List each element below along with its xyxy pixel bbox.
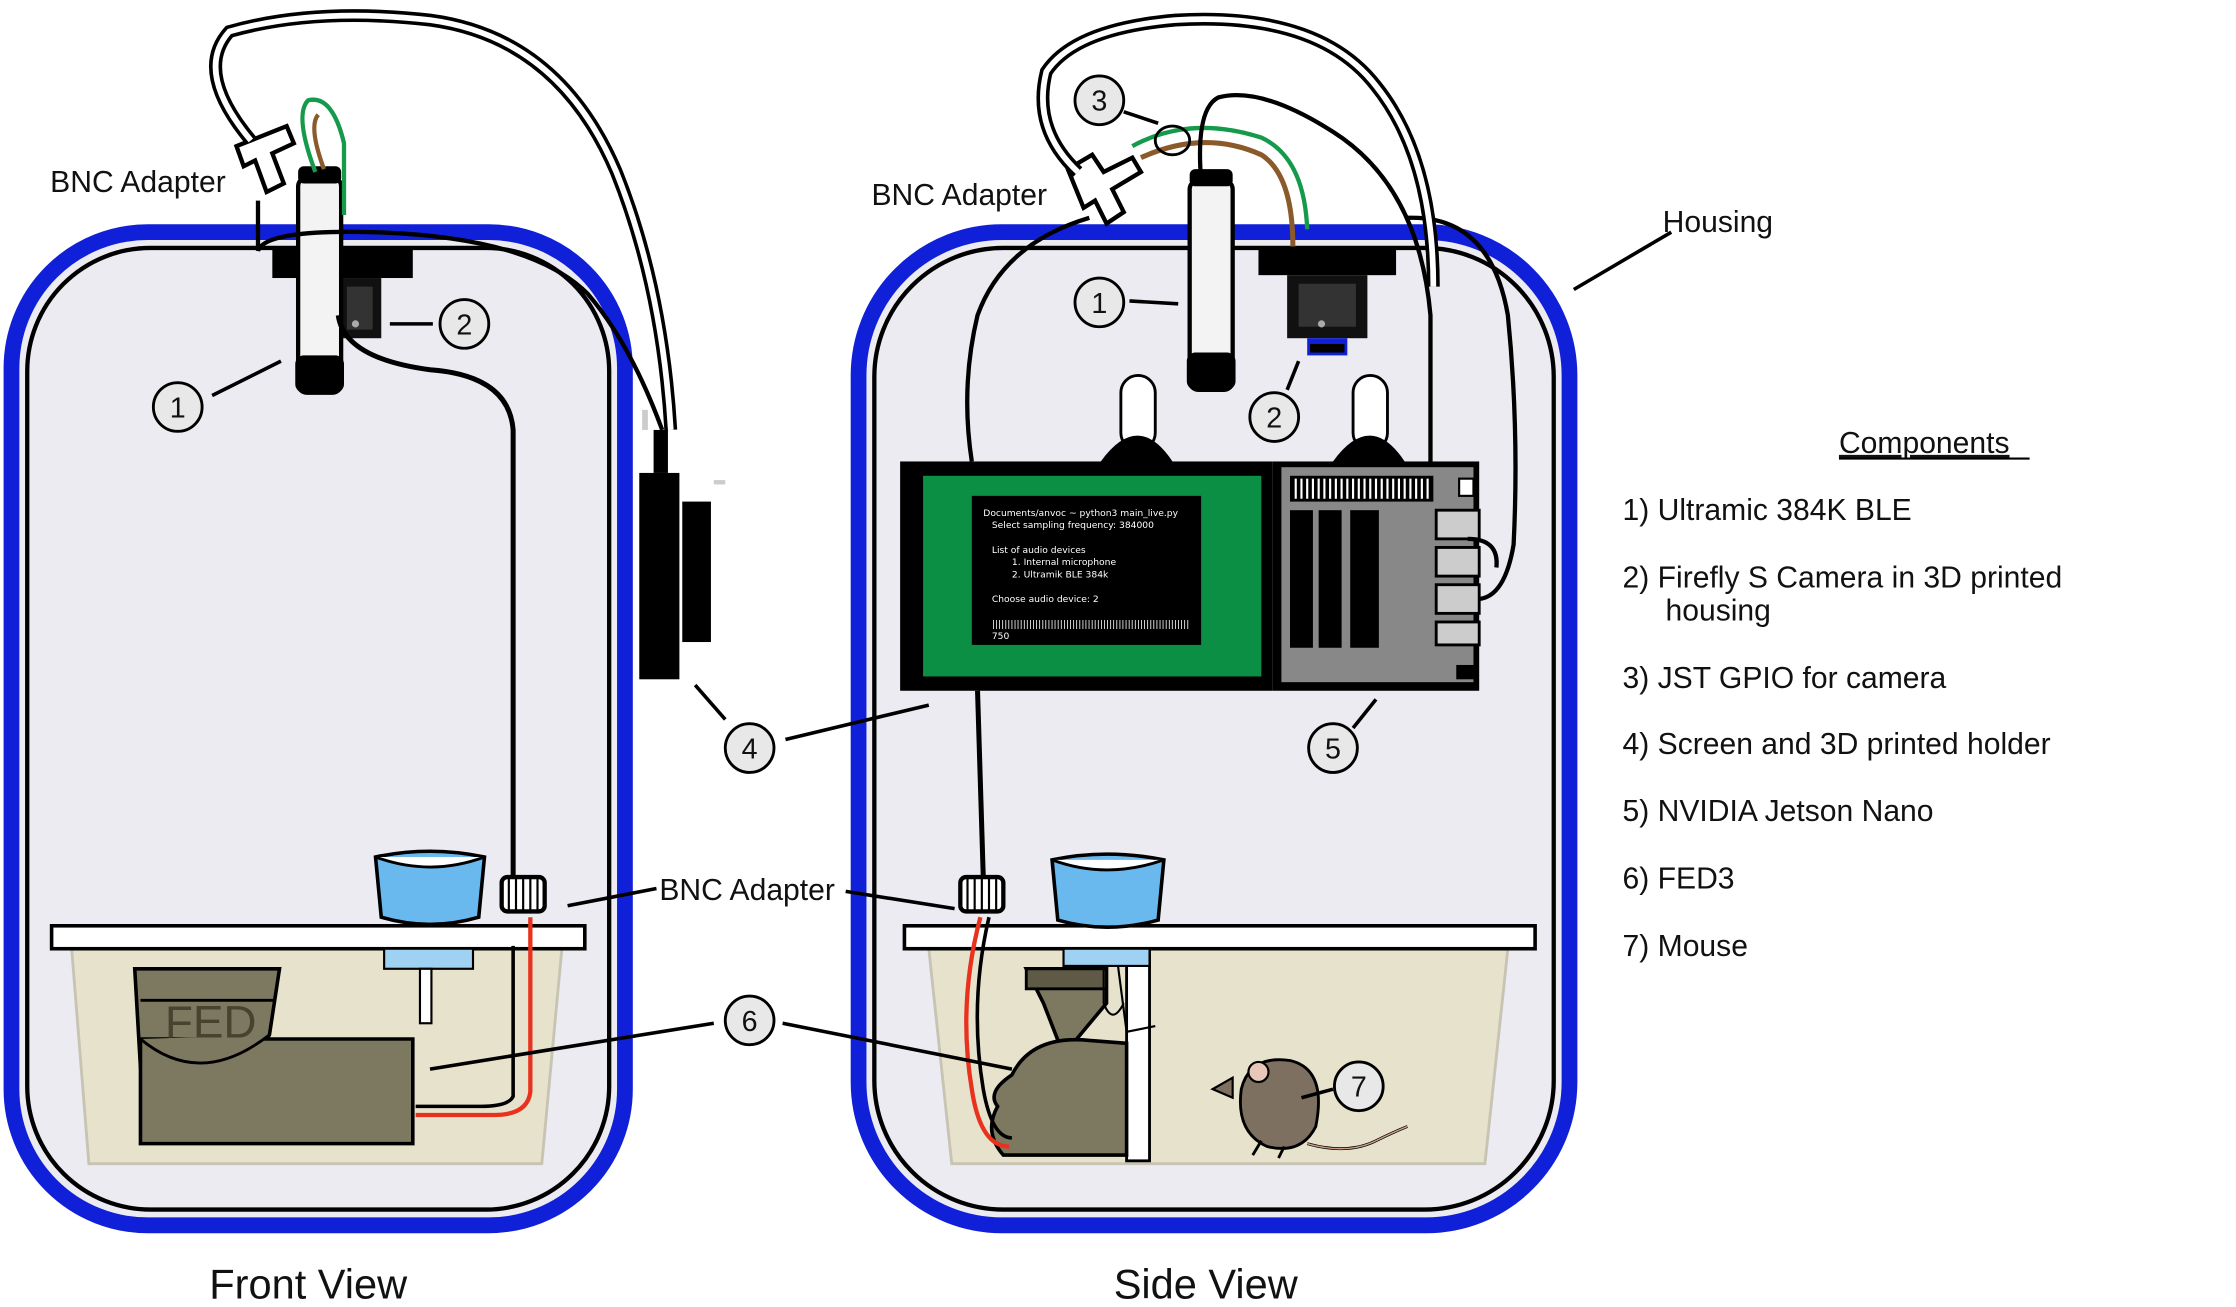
side-bnc-connector [958, 874, 1006, 914]
callout-5: 5 [1307, 722, 1359, 774]
terminal-line: Choose audio device: 2 [992, 594, 1099, 605]
side-callout-1: 1 [1073, 276, 1126, 329]
svg-text:2: 2 [456, 309, 472, 341]
svg-text:3: 3 [1091, 86, 1107, 118]
side-screen: Documents/anvoc ~ python3 main_live.pySe… [900, 461, 1273, 691]
terminal-line: Select sampling frequency: 384000 [992, 520, 1154, 531]
svg-text:4: 4 [742, 734, 758, 766]
front-callout-2: 2 [438, 298, 491, 350]
component-7: 7) Mouse [1623, 930, 1748, 963]
terminal-line: List of audio devices [992, 545, 1086, 556]
front-bnc-connector [499, 874, 547, 914]
svg-text:7: 7 [1351, 1072, 1367, 1104]
component-3: 3) JST GPIO for camera [1623, 662, 1947, 695]
components-heading: Components [1839, 427, 2010, 460]
svg-text:5: 5 [1325, 734, 1341, 766]
component-2: 2) Firefly S Camera in 3D printed [1623, 562, 2063, 595]
side-view: Documents/anvoc ~ python3 main_live.pySe… [659, 12, 1773, 1307]
terminal-line: Documents/anvoc ~ python3 main_live.py [983, 508, 1178, 519]
terminal-line: ||||||||||||||||||||||||||||||||||||||||… [992, 619, 1189, 630]
side-view-title: Side View [1114, 1260, 1299, 1307]
terminal-output: Documents/anvoc ~ python3 main_live.pySe… [983, 508, 1189, 642]
side-clips [1100, 374, 1405, 462]
front-water-bottle [373, 849, 487, 1025]
front-screen-holder [639, 409, 726, 680]
svg-text:6: 6 [742, 1006, 758, 1038]
component-1: 1) Ultramic 384K BLE [1623, 494, 1912, 527]
svg-text:1: 1 [170, 392, 186, 424]
svg-text:1: 1 [1091, 288, 1107, 320]
front-red-wire [415, 917, 533, 1118]
callout-4: 4 [723, 722, 776, 774]
component-4: 4) Screen and 3D printed holder [1623, 728, 2051, 761]
front-microphone [295, 166, 344, 395]
svg-text:2: 2 [1266, 402, 1282, 434]
side-callout-3: 3 [1073, 74, 1126, 127]
middle-bnc-label: BNC Adapter [659, 874, 835, 907]
front-bnc-adapter [233, 123, 297, 196]
front-mic-cable [335, 314, 516, 878]
component-6: 6) FED3 [1623, 863, 1735, 896]
front-view-title: Front View [209, 1260, 408, 1307]
callout-6: 6 [723, 994, 776, 1047]
front-callout-1: 1 [151, 381, 204, 433]
side-jetson-nano [1272, 461, 1481, 691]
fed-label: FED [165, 996, 257, 1048]
terminal-line: 1. Internal microphone [1012, 557, 1117, 568]
terminal-line: 750 [992, 631, 1010, 642]
side-shelf [902, 924, 1537, 951]
front-camera [272, 246, 413, 339]
side-camera [1258, 246, 1397, 356]
housing-label: Housing [1663, 206, 1773, 239]
component-2-cont: housing [1666, 595, 1771, 628]
components-legend: Components 1) Ultramic 384K BLE 2) Firef… [1623, 427, 2063, 963]
front-bnc-label: BNC Adapter [50, 166, 226, 199]
callout-7: 7 [1333, 1060, 1385, 1113]
side-microphone [1186, 169, 1236, 392]
side-fed3 [989, 966, 1129, 1157]
component-5: 5) NVIDIA Jetson Nano [1623, 795, 1934, 828]
side-bnc-adapter [1065, 151, 1144, 227]
side-water-bottle [1050, 852, 1166, 1034]
side-callout-2: 2 [1248, 391, 1301, 443]
front-shelf [49, 924, 587, 951]
side-bnc-label: BNC Adapter [871, 179, 1047, 212]
terminal-line: 2. Ultramik BLE 384k [1012, 570, 1109, 581]
side-mouse [1210, 1058, 1409, 1159]
front-fed3: FED [132, 966, 415, 1146]
front-view: FED [3, 9, 727, 1307]
